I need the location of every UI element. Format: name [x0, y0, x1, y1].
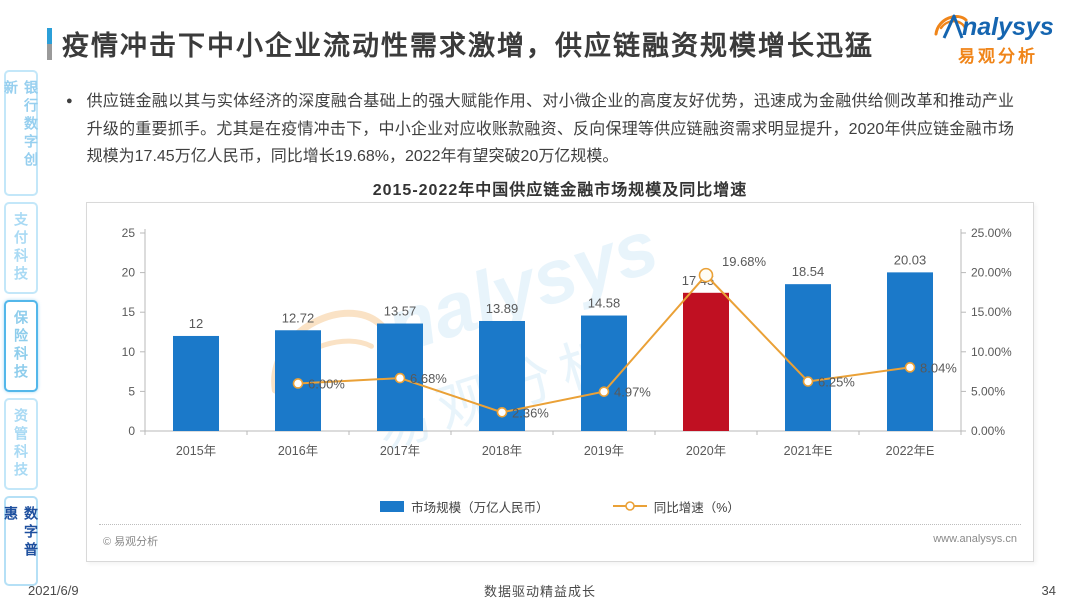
x-axis-label: 2016年 [278, 444, 318, 458]
legend-label: 同比增速（%） [653, 500, 740, 515]
bar-2021年E [785, 284, 831, 431]
chart-legend: 市场规模（万亿人民币） 同比增速（%） [87, 494, 1033, 518]
left-axis-tick: 25 [122, 226, 136, 240]
brand-logo: nalysys 易观分析 [932, 8, 1070, 67]
bar-label: 14.58 [588, 296, 621, 311]
legend-item-1: 市场规模（万亿人民币） [380, 497, 549, 516]
right-axis-tick: 10.00% [971, 345, 1012, 359]
bar-label: 13.57 [384, 304, 417, 319]
line-label: 8.04% [920, 360, 957, 375]
line-label: 19.68% [722, 254, 767, 269]
logo-brand-text: nalysys [962, 13, 1054, 41]
page-footer: 2021/6/9 数据驱动精益成长 34 [0, 581, 1080, 600]
summary-text: 供应链金融以其与实体经济的深度融合基础上的强大赋能作用、对小微企业的高度友好优势… [86, 93, 1014, 166]
bar-label: 12.72 [282, 310, 315, 325]
chart-site: www.analysys.cn [933, 533, 1017, 545]
legend-item-2: 同比增速（%） [612, 497, 740, 516]
left-axis-tick: 15 [122, 305, 136, 319]
x-axis-label: 2017年 [380, 444, 420, 458]
sidebar: 银行数字创新支付科技保险科技资管科技数字普惠 [3, 70, 40, 586]
line-label: 2.36% [512, 405, 549, 420]
chart-source-row: © 易观分析 www.analysys.cn [99, 524, 1021, 549]
sidebar-tab-2[interactable]: 支付科技 [4, 202, 38, 294]
bar-label: 20.03 [894, 252, 927, 267]
chart-title: 2015-2022年中国供应链金融市场规模及同比增速 [372, 182, 748, 199]
sidebar-tab-3[interactable]: 保险科技 [4, 300, 38, 392]
line-marker-2016年 [292, 378, 304, 389]
sidebar-tab-1[interactable]: 银行数字创新 [3, 70, 39, 196]
title-accent-bar [47, 28, 52, 60]
footer-slogan: 数据驱动精益成长 [483, 584, 596, 599]
line-label: 6.25% [818, 375, 855, 390]
left-axis-tick: 5 [128, 384, 135, 398]
x-axis-label: 2018年 [482, 444, 522, 458]
bar-2015年 [173, 335, 219, 431]
right-axis-tick: 0.00% [971, 424, 1005, 438]
legend-label: 市场规模（万亿人民币） [411, 500, 549, 515]
header: 疫情冲击下中小企业流动性需求激增，供应链融资规模增长迅猛 [47, 24, 874, 63]
line-label: 6.68% [410, 371, 447, 386]
logo-swoosh-icon [934, 14, 968, 39]
legend-bar-swatch [380, 500, 405, 512]
bar-label: 13.89 [486, 301, 519, 316]
bar-2022年E [887, 272, 933, 431]
logo-cn-text: 易观分析 [958, 47, 1038, 66]
left-axis-tick: 0 [128, 424, 135, 438]
line-marker-2017年 [394, 372, 406, 384]
line-label: 6.00% [308, 376, 345, 391]
x-axis-label: 2020年 [686, 444, 726, 458]
footer-date: 2021/6/9 [28, 583, 79, 598]
x-axis-label: 2015年 [176, 444, 216, 458]
summary-bullet: ● 供应链金融以其与实体经济的深度融合基础上的强大赋能作用、对小微企业的高度友好… [66, 88, 1014, 171]
line-label: 4.97% [614, 385, 651, 400]
chart-source: © 易观分析 [103, 536, 159, 548]
sidebar-tab-4[interactable]: 资管科技 [4, 398, 38, 490]
x-axis-label: 2022年E [886, 444, 935, 458]
right-axis-tick: 5.00% [971, 384, 1005, 398]
page-number: 34 [1041, 583, 1056, 598]
sidebar-tab-5[interactable]: 数字普惠 [3, 496, 39, 586]
line-marker-2019年 [598, 386, 610, 397]
line-marker-2022年E [904, 362, 916, 373]
legend-line-swatch [612, 501, 647, 511]
right-axis-tick: 20.00% [971, 266, 1012, 280]
bar-label: 12 [189, 316, 203, 331]
line-marker-2021年E [802, 376, 814, 387]
bar-label: 18.54 [792, 264, 825, 279]
bullet-icon: ● [66, 95, 73, 107]
left-axis-tick: 20 [122, 266, 136, 280]
right-axis-tick: 25.00% [971, 226, 1012, 240]
right-axis-tick: 15.00% [971, 305, 1012, 319]
x-axis-label: 2019年 [584, 444, 624, 458]
x-axis-label: 2021年E [784, 444, 833, 458]
bar-2020年 [683, 292, 729, 431]
line-marker-2018年 [496, 407, 508, 418]
page-title: 疫情冲击下中小企业流动性需求激增，供应链融资规模增长迅猛 [62, 31, 874, 61]
left-axis-tick: 10 [122, 345, 136, 359]
line-marker-2020年 [698, 267, 714, 283]
